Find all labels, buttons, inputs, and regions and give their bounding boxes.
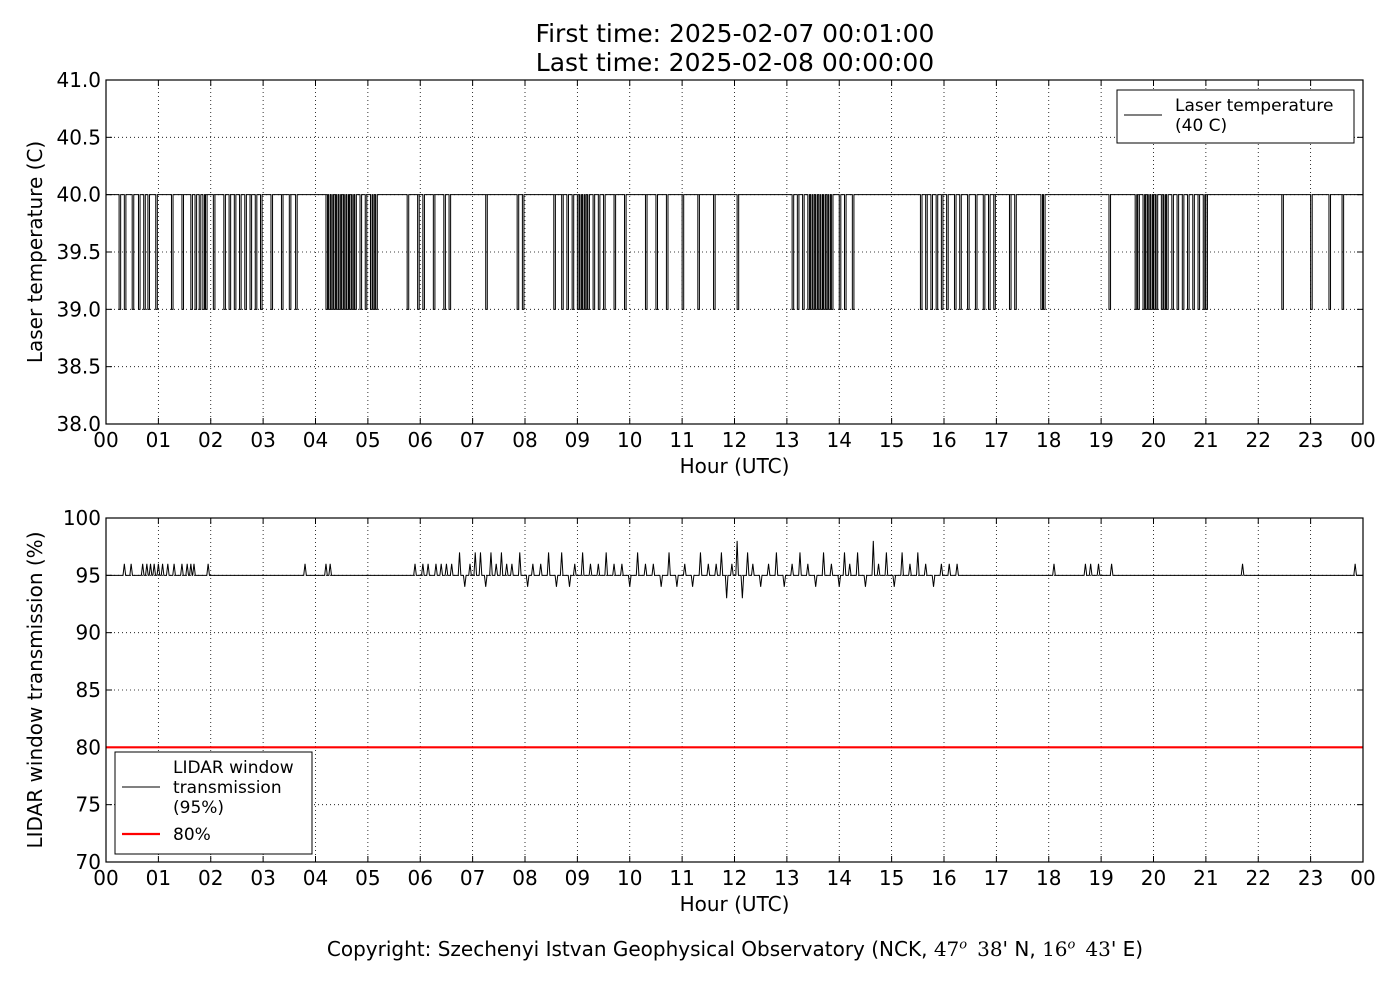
- y-axis-label: LIDAR window transmission (%): [23, 532, 47, 849]
- legend-box: [114, 751, 313, 855]
- latitude-degree-symbol: o: [959, 937, 968, 953]
- y-tick-label: 85: [76, 678, 101, 702]
- y-tick-label: 100: [63, 506, 101, 530]
- y-tick-label: 80: [76, 735, 101, 759]
- longitude-minutes: 43: [1085, 937, 1111, 961]
- x-tick-label: 04: [303, 866, 328, 890]
- x-tick-label: 06: [408, 866, 433, 890]
- x-tick-label: 02: [198, 428, 223, 452]
- x-tick-label: 00: [93, 428, 118, 452]
- y-tick-label: 75: [76, 793, 101, 817]
- legend-entry-text: (40 C): [1175, 116, 1227, 136]
- x-tick-label: 15: [879, 428, 904, 452]
- x-tick-label: 19: [1088, 866, 1113, 890]
- x-tick-label: 12: [722, 866, 747, 890]
- x-tick-label: 05: [355, 428, 380, 452]
- y-tick-label: 38.5: [56, 355, 101, 379]
- y-tick-label: 95: [76, 563, 101, 587]
- y-axis-label: Laser temperature (C): [23, 141, 47, 363]
- x-tick-label: 07: [460, 866, 485, 890]
- x-tick-label: 18: [1036, 866, 1061, 890]
- x-tick-label: 12: [722, 428, 747, 452]
- legend-entry-text: (95%): [173, 798, 224, 818]
- longitude-degrees: 16: [1042, 937, 1068, 961]
- laser-temperature-panel: 00 01 02 03 04 05 06 07 08 09 10 11 12 13 14 15 16 17 18 19…: [23, 68, 1376, 478]
- x-tick-label: 09: [565, 428, 590, 452]
- x-tick-label: 04: [303, 428, 328, 452]
- x-tick-label: 09: [565, 866, 590, 890]
- x-tick-label: 08: [512, 428, 537, 452]
- x-tick-label: 14: [827, 428, 852, 452]
- x-tick-label: 22: [1246, 866, 1271, 890]
- y-tick-label: 40.5: [56, 125, 101, 149]
- lidar-transmission-panel: 00 01 02 03 04 05 06 07 08 09 10 11 12 13 14 15 16 17 18 19…: [23, 506, 1376, 916]
- x-tick-label: 00: [1350, 866, 1375, 890]
- y-tick-label: 38.0: [56, 412, 101, 436]
- x-tick-label: 16: [931, 428, 956, 452]
- legend-entry-text: 80%: [173, 825, 211, 845]
- x-tick-label: 00: [1350, 428, 1375, 452]
- y-tick-label: 70: [76, 850, 101, 874]
- latitude-minutes: 38: [977, 937, 1003, 961]
- x-tick-label: 23: [1298, 428, 1323, 452]
- x-tick-label: 02: [198, 866, 223, 890]
- x-tick-label: 20: [1141, 866, 1166, 890]
- x-tick-label: 10: [617, 866, 642, 890]
- x-tick-label: 11: [669, 428, 694, 452]
- longitude-degree-symbol: o: [1067, 937, 1076, 953]
- copyright-text: Copyright: Szechenyi Istvan Geophysical …: [326, 937, 934, 961]
- latitude-suffix: ' N,: [1002, 937, 1043, 961]
- legend-entry-text: Laser temperature: [1175, 96, 1333, 116]
- x-tick-label: 14: [827, 866, 852, 890]
- y-tick-label: 41.0: [56, 68, 101, 92]
- laser-temperature-line: [106, 194, 1363, 310]
- x-tick-label: 11: [669, 866, 694, 890]
- x-axis-label: Hour (UTC): [680, 892, 790, 916]
- axes-frame: [105, 517, 1364, 863]
- x-tick-label: 22: [1246, 428, 1271, 452]
- x-tick-label: 00: [93, 866, 118, 890]
- x-tick-label: 15: [879, 866, 904, 890]
- x-tick-label: 21: [1193, 866, 1218, 890]
- x-tick-label: 23: [1298, 866, 1323, 890]
- x-tick-label: 03: [250, 428, 275, 452]
- y-tick-label: 90: [76, 621, 101, 645]
- y-tick-label: 39.5: [56, 240, 101, 264]
- first-time-title: First time: 2025-02-07 00:01:00: [535, 19, 935, 48]
- x-tick-label: 13: [774, 428, 799, 452]
- x-tick-label: 01: [146, 428, 171, 452]
- x-tick-label: 17: [984, 866, 1009, 890]
- lidar-transmission-line: [106, 540, 1363, 599]
- axes-frame: [105, 79, 1364, 425]
- x-tick-label: 20: [1141, 428, 1166, 452]
- y-tick-label: 40.0: [56, 183, 101, 207]
- x-tick-label: 07: [460, 428, 485, 452]
- x-tick-label: 13: [774, 866, 799, 890]
- longitude-suffix: ' E): [1110, 937, 1144, 961]
- legend-entry-text: transmission: [173, 778, 282, 798]
- x-tick-label: 17: [984, 428, 1009, 452]
- x-axis-label: Hour (UTC): [680, 454, 790, 478]
- x-tick-label: 03: [250, 866, 275, 890]
- latitude-degrees: 47: [933, 937, 960, 961]
- legend-entry-text: LIDAR window: [173, 758, 294, 778]
- x-tick-label: 19: [1088, 428, 1113, 452]
- x-tick-label: 01: [146, 866, 171, 890]
- x-tick-label: 18: [1036, 428, 1061, 452]
- y-tick-label: 39.0: [56, 297, 101, 321]
- x-tick-label: 05: [355, 866, 380, 890]
- legend: Laser temperature(40 C): [1116, 89, 1355, 144]
- legend-box: [1116, 89, 1355, 144]
- x-tick-label: 08: [512, 866, 537, 890]
- x-tick-label: 21: [1193, 428, 1218, 452]
- last-time-title: Last time: 2025-02-08 00:00:00: [535, 48, 935, 77]
- x-tick-label: 06: [408, 428, 433, 452]
- x-tick-label: 16: [931, 866, 956, 890]
- copyright-footer: Copyright: Szechenyi Istvan Geophysical …: [0, 937, 1400, 961]
- x-tick-label: 10: [617, 428, 642, 452]
